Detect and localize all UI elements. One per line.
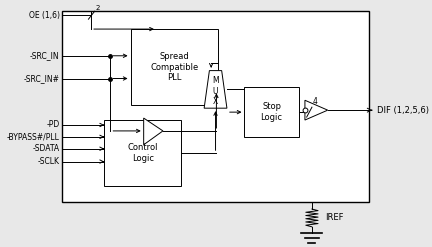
Text: 4: 4 — [313, 97, 318, 106]
Bar — [245, 87, 299, 137]
Text: -SRC_IN#: -SRC_IN# — [23, 74, 60, 83]
Polygon shape — [204, 71, 227, 108]
Polygon shape — [144, 118, 163, 145]
Text: IREF: IREF — [325, 213, 343, 223]
Text: Control
Logic: Control Logic — [127, 144, 158, 163]
Text: OE (1,6): OE (1,6) — [29, 11, 60, 20]
Text: 2: 2 — [95, 5, 100, 11]
Polygon shape — [305, 100, 328, 120]
Text: -SRC_IN: -SRC_IN — [30, 51, 60, 60]
Text: -BYPASS#/PLL: -BYPASS#/PLL — [6, 132, 60, 141]
Bar — [62, 11, 369, 202]
Text: Spread
Compatible
PLL: Spread Compatible PLL — [150, 52, 198, 82]
Text: -SDATA: -SDATA — [32, 144, 60, 153]
Text: DIF (1,2,5,6): DIF (1,2,5,6) — [377, 106, 429, 115]
Bar — [130, 29, 218, 105]
Text: -SCLK: -SCLK — [38, 157, 60, 166]
Text: M
U
X: M U X — [212, 77, 219, 106]
Text: -PD: -PD — [46, 121, 60, 129]
Text: Stop
Logic: Stop Logic — [260, 103, 283, 122]
Bar — [104, 120, 181, 186]
